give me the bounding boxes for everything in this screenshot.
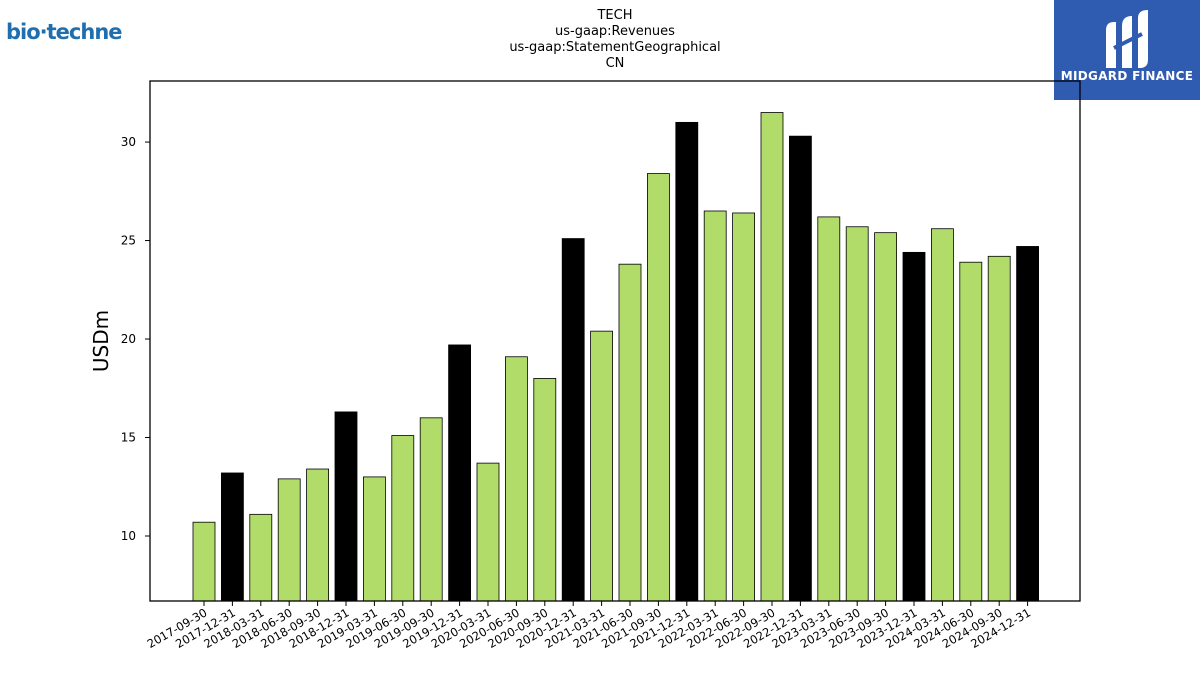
bar: [561, 238, 585, 602]
x-axis: 2017-09-302017-12-312018-03-312018-06-30…: [145, 601, 1033, 651]
bar-group: [192, 112, 1039, 602]
bar: [987, 255, 1011, 602]
bar: [249, 513, 273, 602]
bar: [675, 121, 699, 602]
bar: [647, 173, 670, 602]
bar: [419, 417, 443, 602]
bar: [732, 212, 755, 602]
bar: [874, 232, 897, 602]
bar: [590, 330, 613, 602]
bar: [192, 521, 216, 602]
bar: [334, 411, 358, 602]
bar: [703, 210, 727, 602]
y-axis-label: USDm: [89, 310, 113, 372]
y-tick-label: 25: [121, 234, 136, 248]
midgard-finance-wordmark: MIDGARD FINANCE: [1060, 69, 1194, 83]
bar: [760, 112, 784, 602]
midgard-logo-icon: [1106, 10, 1148, 68]
y-tick-label: 15: [121, 431, 136, 445]
bar: [959, 261, 983, 602]
y-tick-label: 10: [121, 529, 136, 543]
chart-title-line: us-gaap:StatementGeographical: [509, 40, 721, 55]
bar: [931, 228, 954, 602]
y-axis: 10 15 20 25 30: [121, 135, 150, 543]
y-tick-label: 30: [121, 135, 136, 149]
bar: [817, 216, 841, 602]
bar: [845, 226, 869, 602]
bar: [902, 251, 926, 602]
bio-techne-logo: bio·techne: [6, 20, 123, 44]
bar: [533, 378, 557, 602]
bar: [277, 478, 301, 602]
bar: [476, 462, 500, 602]
midgard-finance-logo: MIDGARD FINANCE: [1054, 0, 1200, 100]
bar: [362, 476, 386, 602]
bar: [306, 468, 330, 602]
bar: [1016, 246, 1039, 602]
chart-title-line: TECH: [597, 8, 633, 23]
bar: [220, 472, 244, 602]
bar: [448, 344, 472, 602]
bar: [391, 435, 415, 602]
chart-title-line: CN: [605, 56, 625, 71]
plot-frame: [149, 80, 1081, 602]
chart-title-line: us-gaap:Revenues: [555, 24, 675, 39]
y-tick-label: 20: [121, 332, 136, 346]
bar: [618, 263, 642, 602]
bar: [789, 135, 812, 602]
bar: [504, 356, 528, 602]
chart-title: TECH us-gaap:Revenues us-gaap:StatementG…: [415, 8, 815, 72]
